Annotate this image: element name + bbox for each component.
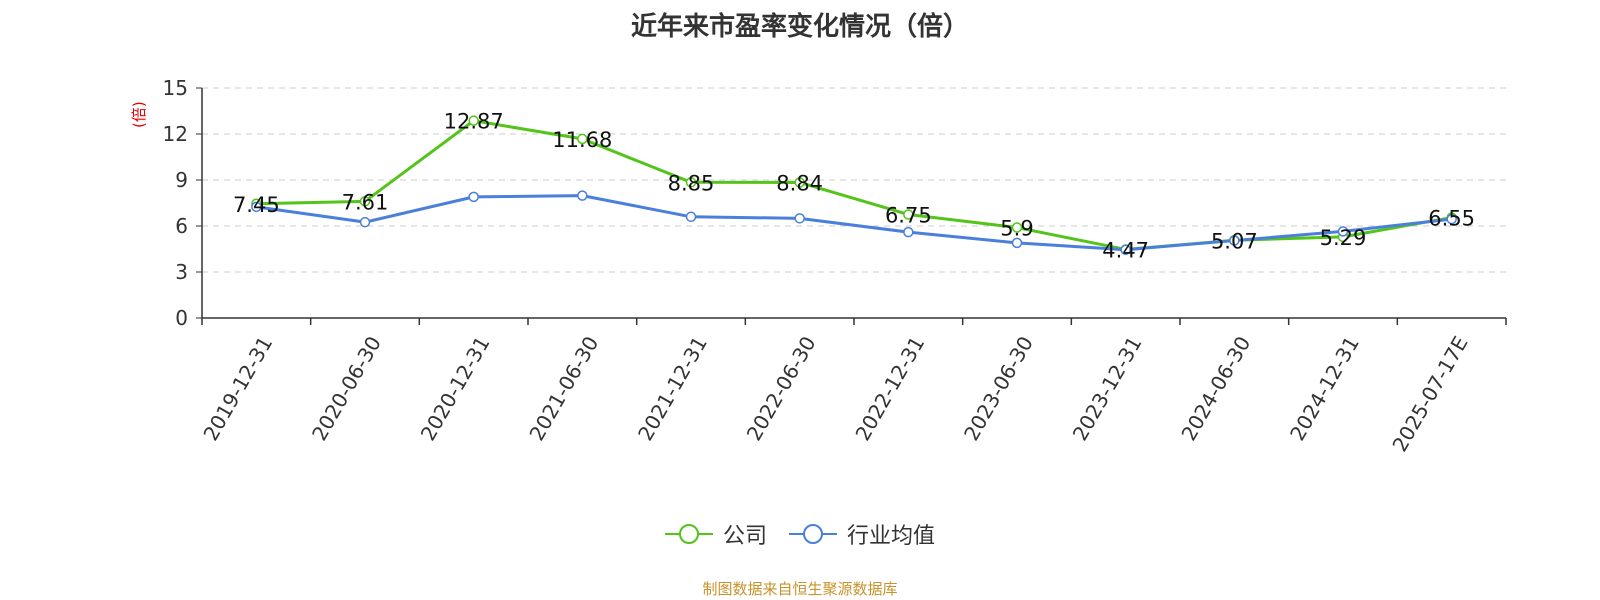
y-tick-label: 0 (175, 306, 188, 330)
data-label: 8.84 (776, 171, 823, 195)
data-point-industry-average (359, 216, 371, 228)
y-tick-label: 9 (175, 168, 188, 192)
legend-label-company: 公司 (722, 524, 767, 549)
chart-title: 近年来市盈率变化情况（倍） (630, 12, 969, 42)
x-tick-label: 2021-12-31 (633, 332, 712, 445)
legend-item-company[interactable]: 公司 (664, 518, 767, 550)
data-point-industry-average (903, 226, 914, 238)
data-point-industry-average (468, 191, 479, 203)
data-point-industry-average (251, 201, 262, 213)
x-tick-label: 2022-06-30 (742, 332, 821, 445)
x-tick-label: 2019-12-31 (198, 332, 277, 445)
data-point-industry-average (1446, 213, 1457, 225)
series-line-company (256, 119, 1452, 251)
data-point-industry-average (1011, 237, 1023, 249)
data-point-industry-average (1337, 226, 1349, 237)
x-tick-label: 2023-12-31 (1068, 332, 1147, 445)
data-label: 5.29 (1320, 226, 1367, 250)
y-tick-label: 15 (163, 76, 188, 100)
y-tick-label: 12 (163, 122, 188, 146)
data-label: 8.85 (668, 171, 715, 195)
y-tick-label: 6 (175, 214, 188, 238)
data-label: 5.9 (1000, 217, 1033, 241)
data-point-company (794, 177, 805, 188)
x-tick-label: 2025-07-17E (1387, 332, 1472, 456)
data-point-industry-average (685, 211, 697, 223)
legend-swatch-company (664, 524, 713, 544)
data-point-industry-average (1229, 235, 1240, 246)
y-tick-label: 3 (175, 260, 188, 284)
legend-label-industry-average: 行业均值 (847, 524, 936, 549)
x-tick-label: 2022-12-31 (850, 332, 929, 445)
data-label: 7.61 (342, 190, 389, 214)
legend-swatch-industry-average (789, 524, 837, 544)
data-label: 4.47 (1102, 238, 1149, 262)
x-tick-label: 2024-12-31 (1285, 332, 1364, 445)
data-point-company (468, 115, 479, 126)
x-tick-label: 2023-06-30 (959, 332, 1038, 445)
x-tick-label: 2024-06-30 (1176, 332, 1255, 445)
data-label: 11.68 (552, 128, 612, 152)
x-tick-label: 2020-12-31 (416, 332, 495, 445)
series-line-industry-average (256, 194, 1452, 252)
data-label: 6.55 (1428, 207, 1475, 231)
data-point-company (685, 177, 697, 188)
data-source-note: 制图数据来自恒生聚源数据库 (702, 580, 898, 598)
data-point-company (359, 196, 371, 207)
legend: 公司 行业均值 (0, 518, 1600, 550)
x-tick-label: 2021-06-30 (524, 332, 603, 445)
data-label: 6.75 (885, 204, 932, 228)
data-label: 5.07 (1211, 229, 1258, 253)
data-point-company (1011, 222, 1023, 233)
data-point-industry-average (1120, 244, 1131, 256)
x-tick-label: 2020-06-30 (307, 332, 386, 445)
data-point-company (577, 133, 588, 145)
legend-item-industry-average[interactable]: 行业均值 (789, 518, 935, 550)
data-point-company (903, 209, 914, 220)
data-point-industry-average (577, 190, 588, 201)
data-label: 12.87 (444, 110, 504, 134)
data-label: 7.45 (233, 193, 280, 217)
data-point-industry-average (794, 213, 805, 224)
